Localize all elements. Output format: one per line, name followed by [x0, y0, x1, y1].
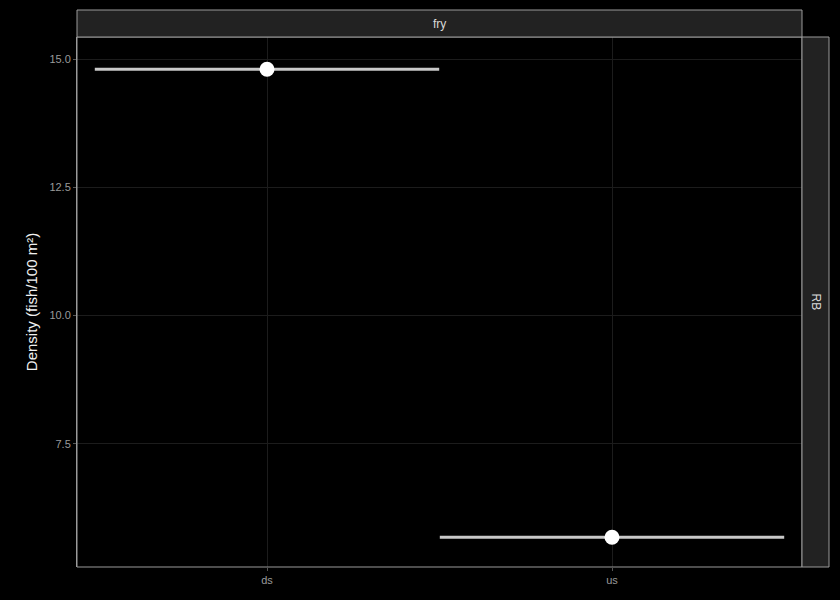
- svg-text:15.0: 15.0: [49, 53, 70, 65]
- svg-text:ds: ds: [261, 574, 273, 586]
- svg-text:RB: RB: [809, 294, 823, 311]
- svg-text:12.5: 12.5: [49, 181, 70, 193]
- svg-text:fry: fry: [433, 17, 446, 31]
- svg-text:us: us: [606, 574, 618, 586]
- svg-text:7.5: 7.5: [56, 438, 71, 450]
- svg-text:10.0: 10.0: [49, 309, 70, 321]
- svg-text:Density (fish/100 m²): Density (fish/100 m²): [23, 233, 40, 371]
